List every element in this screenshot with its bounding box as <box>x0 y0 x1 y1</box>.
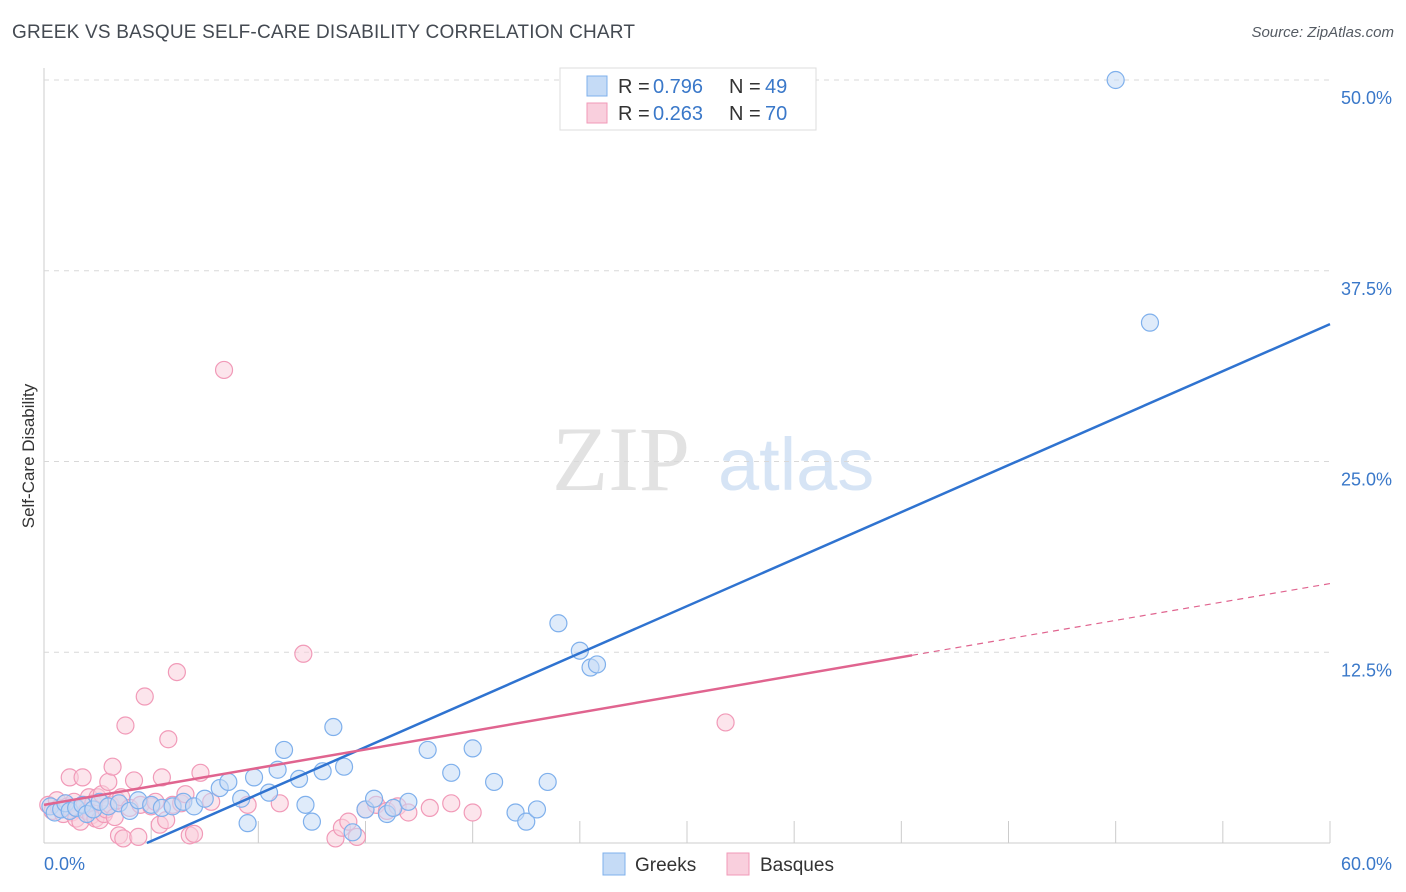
greeks-point <box>364 789 384 808</box>
basques-point <box>103 757 122 776</box>
basques-point <box>716 713 735 732</box>
series-legend: Greeks Basques <box>602 852 834 876</box>
basques-legend-swatch <box>586 102 608 124</box>
x-axis-ticks: 0.0% 60.0% <box>44 821 1392 874</box>
trendlines <box>43 323 1331 845</box>
y-tick-label: 25.0% <box>1341 470 1392 490</box>
greeks-series-swatch <box>602 852 626 876</box>
gridlines <box>44 79 1330 653</box>
basques-point <box>129 827 148 846</box>
greeks-point <box>399 792 418 811</box>
basques-point <box>116 716 135 735</box>
greeks-point <box>527 800 547 819</box>
basques-series-name: Basques <box>760 855 834 876</box>
y-tick-label: 37.5% <box>1341 279 1392 299</box>
greeks-point <box>587 655 607 674</box>
greeks-series-name: Greeks <box>635 855 696 876</box>
basques-point <box>294 644 313 663</box>
greeks-point <box>1106 70 1125 90</box>
basques-n-label: N = <box>729 103 766 125</box>
greeks-r-value: 0.796 <box>653 76 703 98</box>
greeks-point <box>343 823 362 842</box>
greeks-point <box>244 768 264 787</box>
greeks-point <box>195 789 214 808</box>
greeks-point <box>302 812 322 831</box>
x-tick-label-max: 60.0% <box>1341 854 1392 874</box>
basques-point <box>73 768 92 787</box>
basques-point <box>214 360 234 380</box>
greeks-point <box>442 763 461 782</box>
chart-title: GREEK VS BASQUE SELF-CARE DISABILITY COR… <box>12 22 636 43</box>
y-axis-label: Self-Care Disability <box>19 383 38 528</box>
greeks-point <box>485 772 504 792</box>
basques-n-value: 70 <box>765 103 787 125</box>
greeks-point <box>324 717 343 737</box>
basques-r-value: 0.263 <box>653 103 703 125</box>
basques-trendline <box>43 654 913 807</box>
greeks-point <box>517 812 536 831</box>
greeks-point <box>238 814 257 833</box>
basques-point <box>420 798 439 818</box>
watermark-zip: ZIP <box>552 408 690 510</box>
greeks-n-value: 49 <box>765 76 787 98</box>
greeks-point <box>1140 313 1160 332</box>
basques-r-label: R = <box>618 103 655 125</box>
basques-point <box>184 824 204 843</box>
greeks-trendline <box>146 323 1331 845</box>
greeks-point <box>219 772 238 792</box>
basques-point <box>124 771 144 790</box>
basques-point <box>159 730 178 749</box>
x-tick-label-min: 0.0% <box>44 854 85 874</box>
source-credit: Source: ZipAtlas.com <box>1251 24 1394 41</box>
greeks-point <box>538 772 557 792</box>
y-axis-tick-labels: 12.5% 25.0% 37.5% 50.0% <box>1341 88 1392 680</box>
basques-point <box>152 768 171 787</box>
greeks-point <box>418 740 437 760</box>
basques-point <box>99 772 118 792</box>
y-tick-label: 12.5% <box>1341 660 1392 680</box>
basques-point <box>114 829 133 848</box>
basques-point <box>442 794 461 813</box>
y-tick-label: 50.0% <box>1341 88 1392 108</box>
greeks-point <box>549 614 568 633</box>
basques-trendline-extension <box>911 582 1331 656</box>
watermark-atlas: atlas <box>718 423 874 506</box>
greeks-legend-swatch <box>586 75 608 97</box>
basques-point <box>167 662 186 682</box>
greeks-r-label: R = <box>618 76 655 98</box>
stats-legend: R = 0.796 N = 49 R = 0.263 N = 70 <box>559 67 817 131</box>
greeks-point <box>334 757 354 776</box>
basques-point <box>135 687 154 706</box>
basques-point <box>463 803 482 822</box>
greeks-point <box>274 740 294 760</box>
greeks-point <box>463 739 482 758</box>
basques-point <box>270 794 289 813</box>
greeks-point <box>296 795 315 814</box>
greeks-n-label: N = <box>729 76 766 98</box>
basques-series-swatch <box>726 852 750 876</box>
